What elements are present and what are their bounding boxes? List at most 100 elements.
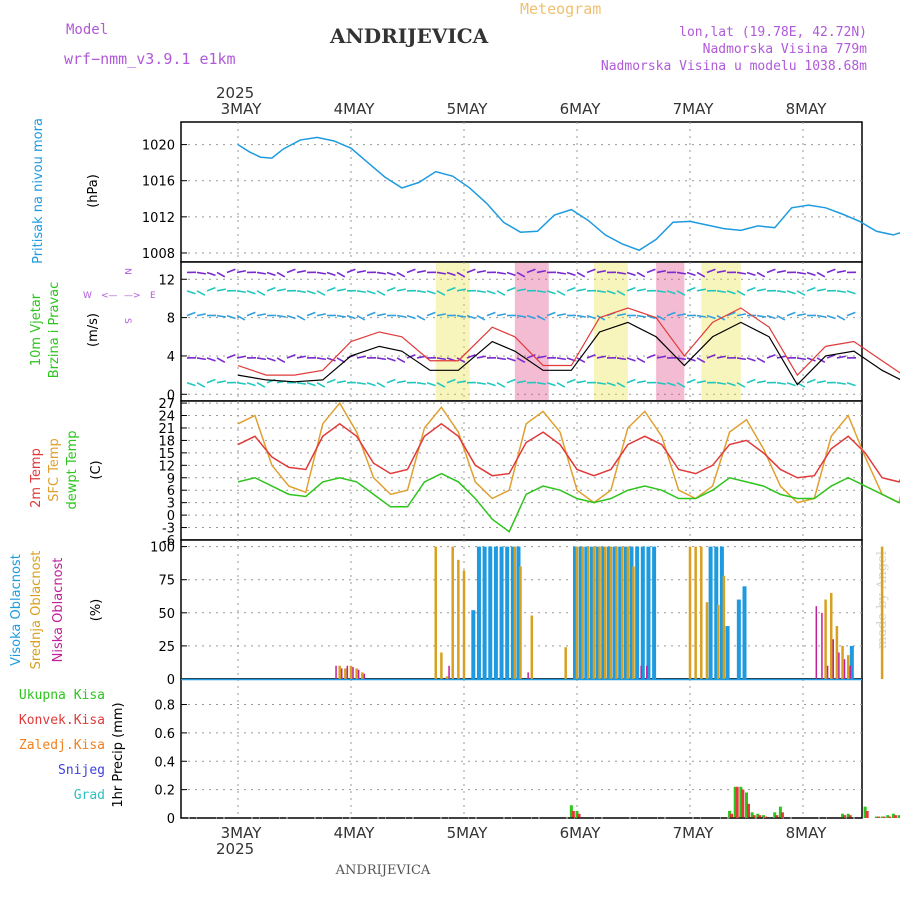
cloud-unit: (%) xyxy=(89,599,104,622)
wind-arrow xyxy=(216,380,226,384)
wind-arrow xyxy=(396,357,406,364)
year-label-top: 2025 xyxy=(216,84,254,102)
wind-arrow xyxy=(626,271,636,277)
wind-arrow xyxy=(436,382,446,388)
cloud-bar-1 xyxy=(700,546,703,679)
wind-arrow xyxy=(836,355,846,359)
wind-arrow xyxy=(776,314,786,321)
wind-arrow xyxy=(556,290,566,296)
cloud-bar-2 xyxy=(352,667,354,679)
wind-arrow xyxy=(646,353,656,359)
wind-arrow xyxy=(416,381,427,385)
wind-arrow xyxy=(306,290,316,295)
wind-arrow xyxy=(326,271,336,277)
wind-arrow xyxy=(386,286,396,292)
wind-arrow xyxy=(286,353,296,359)
wind-arrow xyxy=(246,311,256,317)
y-tick-label: 8 xyxy=(167,312,175,327)
wind-arrow xyxy=(816,271,826,278)
wind-arrow xyxy=(616,271,627,275)
precip-bar-1 xyxy=(752,815,756,818)
wind-arrow xyxy=(426,290,436,295)
y-tick-label: 0.8 xyxy=(154,699,175,714)
cloud-bar-1 xyxy=(835,626,839,679)
wind-arrow xyxy=(406,353,416,359)
cloud-bar-0 xyxy=(516,546,521,679)
wind-arrow xyxy=(456,380,466,384)
wind-arrow xyxy=(826,268,836,274)
wind-arrow xyxy=(556,313,566,317)
wind-arrow xyxy=(296,355,306,359)
cloud-bar-1 xyxy=(830,592,833,679)
wind-arrow xyxy=(236,269,246,274)
legend-frozen-rain: Zaledj.Kisa xyxy=(19,738,105,753)
y-tick-label: 75 xyxy=(158,574,175,589)
elevation-label: Nadmorska Visina 779m xyxy=(703,42,868,57)
wind-arrow xyxy=(436,357,447,361)
wind-arrow xyxy=(806,357,816,362)
wind-arrow xyxy=(486,311,496,317)
wind-arrow xyxy=(346,268,356,274)
cloud-bar-0 xyxy=(573,546,577,679)
wind-arrow xyxy=(806,378,816,384)
gust-shading xyxy=(514,263,549,400)
wind-arrow xyxy=(696,271,706,278)
wind-arrow xyxy=(586,353,596,359)
footer-station: ANDRIJEVICA xyxy=(335,863,431,878)
y-tick-label: 27 xyxy=(158,397,175,412)
wind-arrow xyxy=(416,290,427,294)
wind-arrow xyxy=(216,314,227,318)
wind-arrow xyxy=(636,380,646,384)
wind-arrow xyxy=(196,271,207,275)
wind-arrow xyxy=(236,381,247,385)
wind-arrow xyxy=(746,286,756,292)
wind-arrow xyxy=(786,381,796,387)
wind-arrow xyxy=(226,353,236,359)
wind-arrow xyxy=(276,314,287,318)
wind-arrow xyxy=(316,357,327,361)
wind-arrow xyxy=(796,271,807,275)
cloud-bar-1 xyxy=(824,599,827,679)
wind-arrow xyxy=(826,353,836,359)
wind-arrow xyxy=(596,355,606,359)
wind-arrow xyxy=(316,290,326,296)
wind-arrow xyxy=(506,378,516,384)
y-tick-label: 9 xyxy=(167,472,175,487)
plot-layer xyxy=(181,136,900,819)
wind-gust-line xyxy=(237,307,900,377)
wind-arrow xyxy=(636,314,647,318)
wind-arrow xyxy=(836,314,846,321)
wind-arrow xyxy=(536,269,546,274)
wind-arrow xyxy=(536,290,547,294)
wind-arrow xyxy=(746,271,756,277)
compass-s: S xyxy=(122,318,132,324)
wind-arrow xyxy=(486,381,496,387)
wind-arrow xyxy=(256,382,266,388)
compass-right: —> xyxy=(124,291,141,301)
cloud-bar-2 xyxy=(448,665,450,679)
wind-arrow xyxy=(196,313,206,317)
y-tick-label: -3 xyxy=(162,522,175,537)
cloud-bar-0 xyxy=(606,546,611,679)
wind-arrow xyxy=(836,290,847,294)
wind-arrow xyxy=(286,314,296,320)
wind-arrow xyxy=(366,311,376,317)
cloud-bar-0 xyxy=(640,546,645,679)
wind-arrow xyxy=(756,288,766,292)
wind-arrow xyxy=(556,357,567,361)
cloud-bar-0 xyxy=(652,546,657,679)
top-day-label: 3MAY xyxy=(221,100,263,118)
wind-arrow xyxy=(706,314,716,320)
cloud-bar-2 xyxy=(838,652,840,679)
station-title: ANDRIJEVICA xyxy=(329,24,489,48)
wind-arrow xyxy=(656,290,667,294)
wind-arrow xyxy=(766,314,776,320)
wind-arrow xyxy=(376,313,386,317)
cloud-bar-0 xyxy=(578,546,583,679)
wind-arrow xyxy=(736,382,746,388)
cloud-bar-1 xyxy=(344,668,347,679)
wind-arrow xyxy=(746,378,756,384)
sfc-temp-line xyxy=(237,401,900,504)
precip-bar-0 xyxy=(756,813,760,818)
